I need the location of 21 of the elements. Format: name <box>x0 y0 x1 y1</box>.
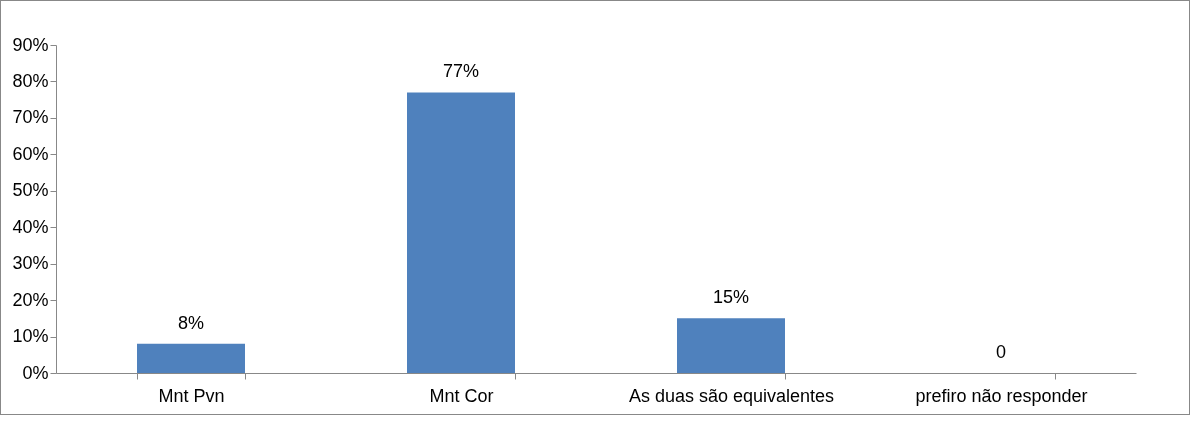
y-tick-label: 80% <box>12 70 49 91</box>
data-label: 77% <box>442 61 480 82</box>
x-tick-label: Mnt Pvn <box>158 385 225 406</box>
y-tick-label: 0% <box>22 362 49 383</box>
data-label: 0 <box>995 342 1007 362</box>
y-tick-label: 90% <box>12 34 49 55</box>
bar <box>137 343 245 373</box>
data-label: 8% <box>177 312 205 333</box>
y-tick-label: 40% <box>12 216 49 237</box>
x-tick-label: prefiro não responder <box>915 385 1088 406</box>
bar <box>407 92 515 373</box>
y-tick-label: 60% <box>12 143 49 164</box>
y-tick-label: 30% <box>12 253 49 274</box>
y-tick-label: 70% <box>12 107 49 128</box>
bar <box>677 318 785 373</box>
y-tick-label: 10% <box>12 326 49 347</box>
y-tick-label: 20% <box>12 289 49 310</box>
x-tick-label: Mnt Cor <box>429 385 494 406</box>
data-label: 15% <box>712 287 750 308</box>
x-tick-label: As duas são equivalentes <box>628 385 835 406</box>
y-tick-label: 50% <box>12 180 49 201</box>
